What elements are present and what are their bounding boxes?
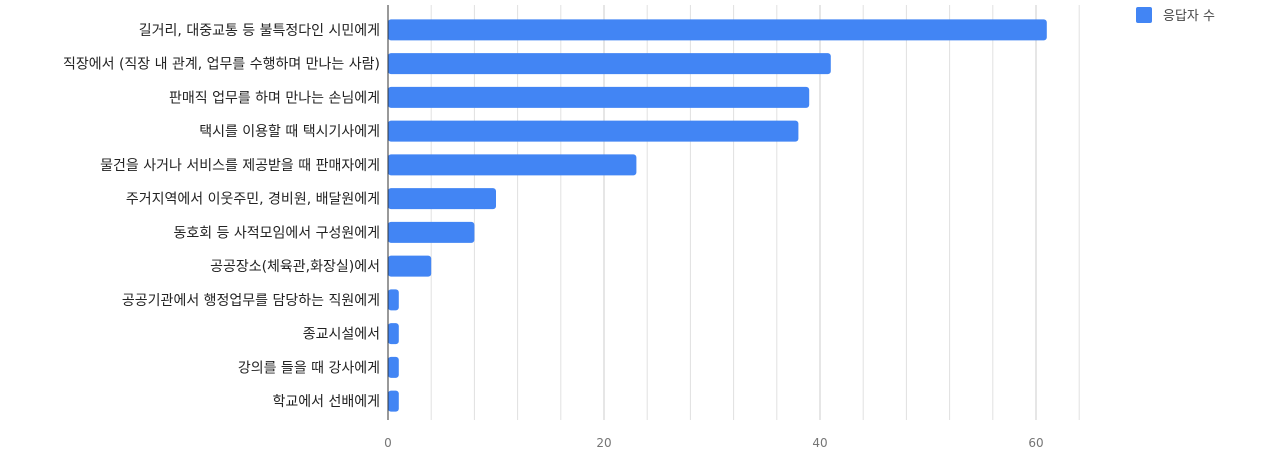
category-label: 공공기관에서 행정업무를 담당하는 직원에게 — [122, 293, 380, 309]
x-tick-label: 20 — [596, 436, 611, 450]
x-tick-label: 60 — [1028, 436, 1043, 450]
x-tick-labels: 0 20 40 60 — [384, 436, 1043, 450]
bar — [388, 154, 637, 176]
bars — [388, 19, 1047, 412]
bar — [388, 86, 810, 108]
legend[interactable]: 응답자 수 — [1136, 7, 1215, 24]
bar — [388, 53, 831, 75]
bar — [388, 120, 799, 142]
category-label: 동호회 등 사적모임에서 구성원에게 — [173, 225, 380, 241]
bar — [388, 356, 399, 378]
bar — [388, 323, 399, 345]
bar — [388, 221, 475, 243]
x-tick-label: 40 — [812, 436, 827, 450]
bar — [388, 289, 399, 311]
category-label: 주거지역에서 이웃주민, 경비원, 배달원에게 — [126, 192, 380, 208]
legend-label: 응답자 수 — [1163, 9, 1215, 24]
bar — [388, 390, 399, 412]
category-label: 판매직 업무를 하며 만나는 손님에게 — [169, 90, 380, 106]
bar — [388, 255, 432, 277]
bar — [388, 19, 1047, 41]
category-label: 물건을 사거나 서비스를 제공받을 때 판매자에게 — [100, 158, 380, 174]
bar — [388, 188, 496, 210]
legend-swatch — [1136, 7, 1152, 23]
category-label: 길거리, 대중교통 등 불특정다인 시민에게 — [139, 23, 380, 39]
category-label: 직장에서 (직장 내 관계, 업무를 수행하며 만나는 사람) — [63, 57, 380, 73]
category-label: 공공장소(체육관,화장실)에서 — [210, 259, 380, 275]
category-label: 강의를 들을 때 강사에게 — [238, 360, 380, 376]
category-label: 종교시설에서 — [303, 327, 380, 343]
category-label: 택시를 이용할 때 택시기사에게 — [199, 124, 380, 140]
x-tick-label: 0 — [384, 436, 392, 450]
gridlines — [430, 5, 1080, 420]
category-label: 학교에서 선배에게 — [273, 394, 381, 410]
